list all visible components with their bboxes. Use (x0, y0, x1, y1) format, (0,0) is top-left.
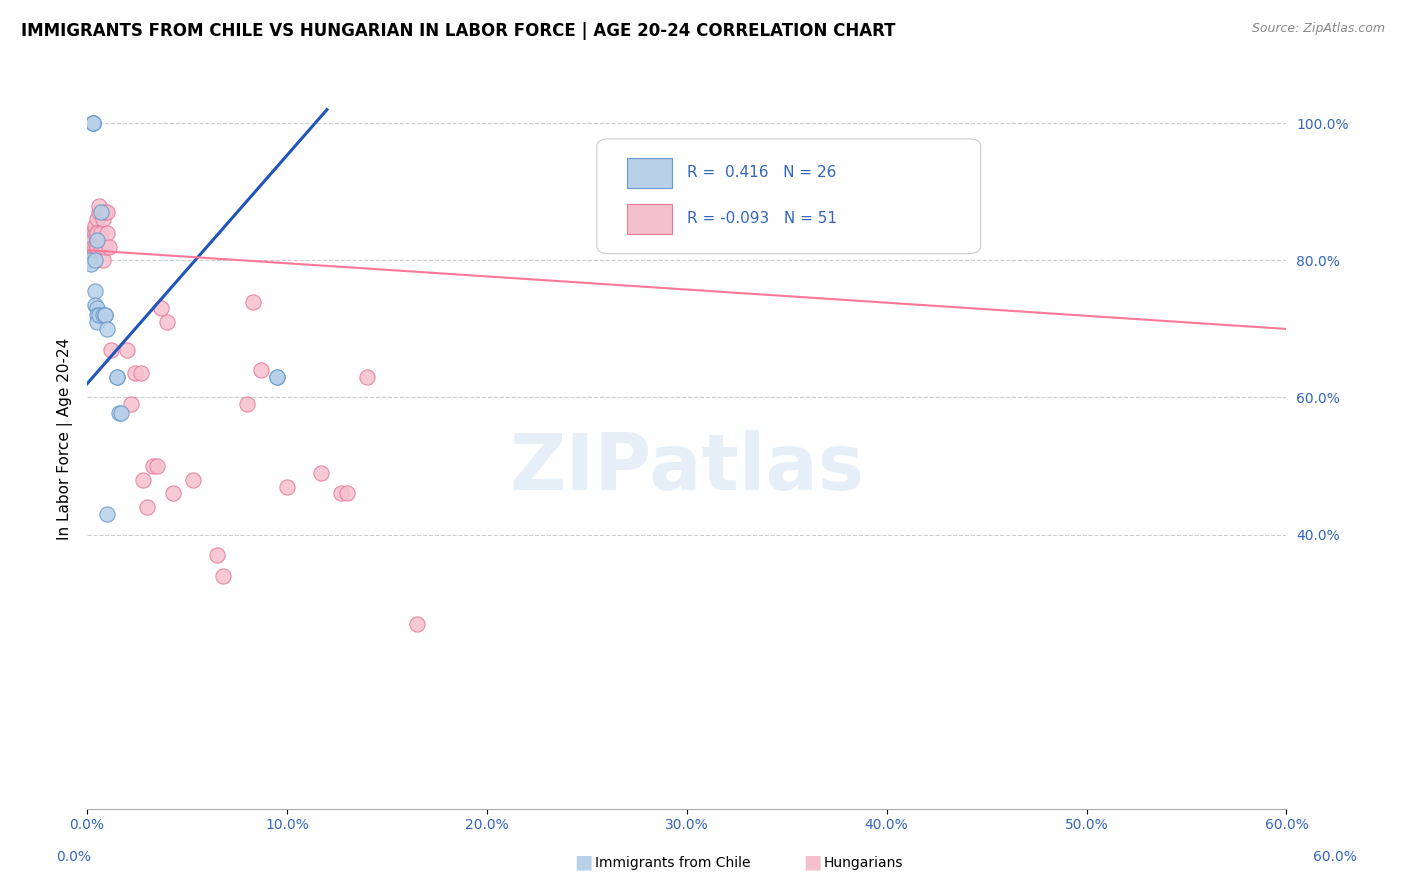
Point (82, 116, 104, 130)
Point (82, 116, 104, 130)
Point (94, 308, 117, 322)
Point (142, 458, 165, 473)
Text: R = -0.093   N = 51: R = -0.093 N = 51 (686, 211, 837, 226)
Point (80, 240, 103, 254)
Point (242, 294, 264, 309)
Point (86, 315, 108, 329)
Point (356, 370, 378, 384)
Point (91, 253, 114, 268)
Point (90, 226, 112, 240)
Point (105, 370, 128, 384)
Point (94, 205, 117, 219)
Point (108, 406, 131, 420)
Text: Immigrants from Chile: Immigrants from Chile (595, 856, 751, 870)
Point (87, 198, 110, 212)
Text: 0.0%: 0.0% (56, 850, 91, 863)
Point (115, 343, 138, 357)
Point (77, 240, 100, 254)
Point (86, 301, 108, 316)
Point (336, 486, 359, 500)
Point (82, 116, 104, 130)
Point (105, 370, 128, 384)
Point (86, 226, 108, 240)
Point (100, 343, 122, 357)
Point (86, 240, 108, 254)
Point (86, 233, 108, 247)
Text: 60.0%: 60.0% (1313, 850, 1357, 863)
Point (309, 466, 332, 480)
Point (82, 233, 104, 247)
Point (162, 486, 184, 500)
Point (150, 301, 173, 316)
Point (91, 308, 114, 322)
Point (266, 370, 288, 384)
Text: R =  0.416   N = 26: R = 0.416 N = 26 (686, 165, 837, 179)
Point (87, 308, 110, 322)
Point (329, 486, 352, 500)
Point (84, 226, 107, 240)
Point (181, 473, 204, 487)
Point (84, 298, 107, 312)
Point (82, 116, 104, 130)
Point (94, 308, 117, 322)
Text: ■: ■ (803, 852, 823, 871)
Point (77, 253, 100, 268)
Y-axis label: In Labor Force | Age 20-24: In Labor Force | Age 20-24 (58, 337, 73, 540)
Point (86, 240, 108, 254)
Point (90, 205, 112, 219)
Point (132, 473, 155, 487)
Point (84, 253, 107, 268)
Text: Source: ZipAtlas.com: Source: ZipAtlas.com (1251, 22, 1385, 36)
Point (86, 308, 108, 322)
Point (86, 233, 108, 247)
Point (84, 219, 107, 234)
Text: IMMIGRANTS FROM CHILE VS HUNGARIAN IN LABOR FORCE | AGE 20-24 CORRELATION CHART: IMMIGRANTS FROM CHILE VS HUNGARIAN IN LA… (21, 22, 896, 40)
Point (406, 616, 429, 631)
Point (86, 212, 108, 227)
Point (96, 205, 118, 219)
Point (90, 240, 112, 254)
Point (120, 397, 142, 411)
Bar (627, 204, 672, 235)
Bar (627, 158, 672, 188)
Point (82, 226, 104, 240)
Point (236, 397, 259, 411)
Point (276, 479, 298, 493)
Point (82, 240, 104, 254)
Point (91, 212, 114, 227)
Point (98, 240, 121, 254)
Text: ■: ■ (574, 852, 593, 871)
Point (156, 315, 179, 329)
Point (94, 240, 117, 254)
Point (96, 226, 118, 240)
Point (80, 257, 103, 271)
Text: ZIPatlas: ZIPatlas (509, 430, 865, 506)
Point (110, 406, 132, 420)
Point (124, 367, 146, 381)
Point (87, 205, 110, 219)
Point (212, 568, 235, 582)
Point (84, 240, 107, 254)
Point (96, 322, 118, 336)
FancyBboxPatch shape (596, 139, 980, 253)
Point (146, 458, 169, 473)
Point (266, 370, 288, 384)
Point (80, 226, 103, 240)
Point (250, 363, 273, 377)
Point (96, 507, 118, 521)
Point (129, 367, 152, 381)
Point (84, 285, 107, 299)
Point (205, 548, 228, 562)
Text: Hungarians: Hungarians (824, 856, 904, 870)
Point (136, 500, 159, 515)
Point (80, 233, 103, 247)
Point (86, 226, 108, 240)
